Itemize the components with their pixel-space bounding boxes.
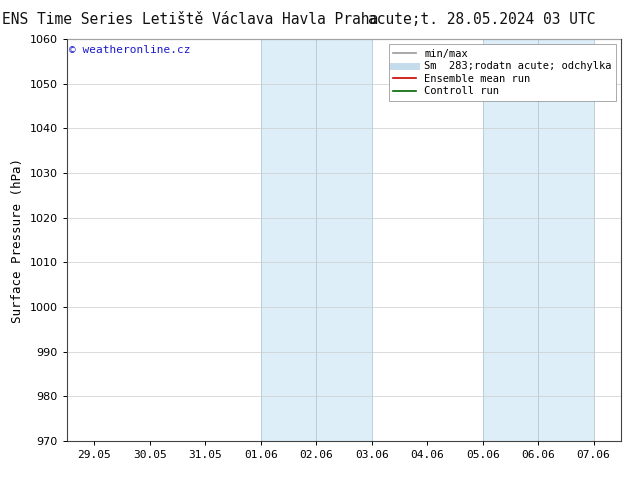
Text: acute;t. 28.05.2024 03 UTC: acute;t. 28.05.2024 03 UTC: [368, 12, 595, 27]
Legend: min/max, Sm  283;rodatn acute; odchylka, Ensemble mean run, Controll run: min/max, Sm 283;rodatn acute; odchylka, …: [389, 45, 616, 100]
Text: ENS Time Series Letiště Václava Havla Praha: ENS Time Series Letiště Václava Havla Pr…: [2, 12, 378, 27]
Text: © weatheronline.cz: © weatheronline.cz: [69, 45, 191, 55]
Bar: [482, 39, 593, 441]
Y-axis label: Surface Pressure (hPa): Surface Pressure (hPa): [11, 158, 24, 322]
Bar: [261, 39, 372, 441]
